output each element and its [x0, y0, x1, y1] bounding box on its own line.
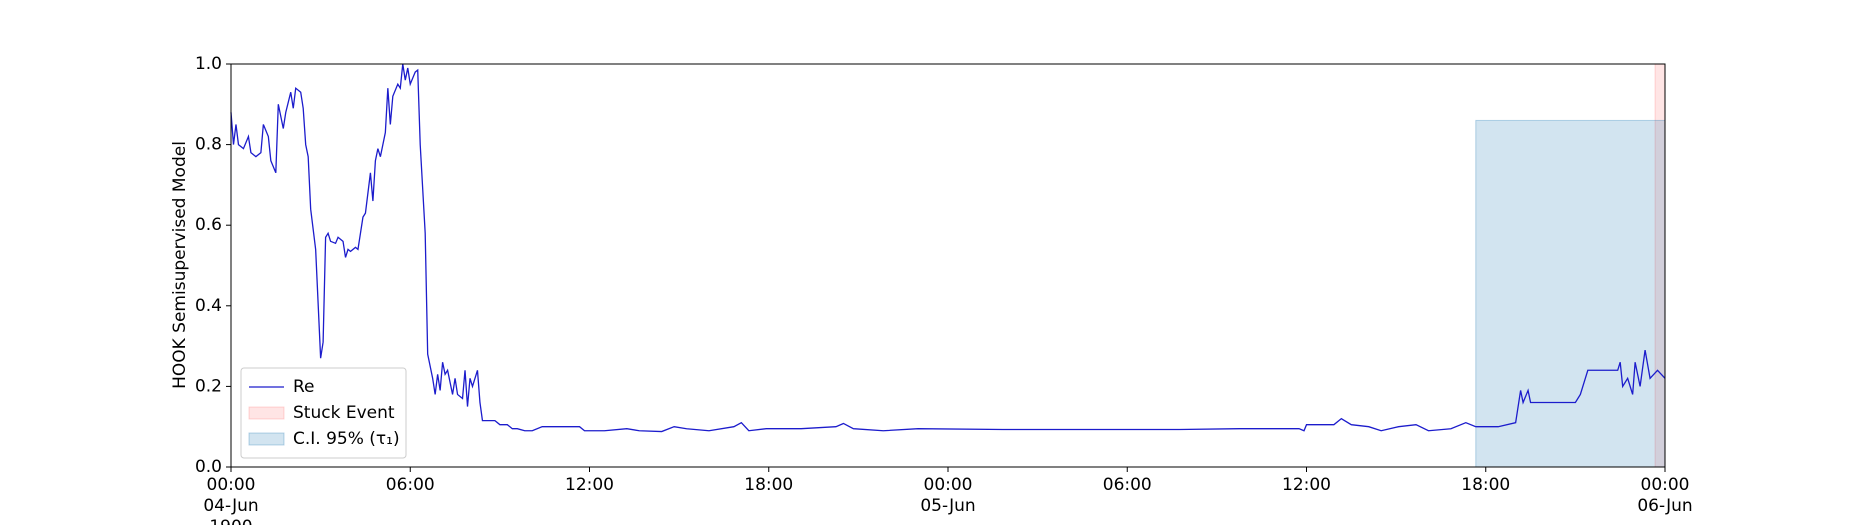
legend-label: Stuck Event — [293, 403, 395, 423]
x-tick-label: 05-Jun — [920, 496, 975, 516]
x-tick-label: 12:00 — [565, 475, 614, 495]
legend: Re Stuck Event C.I. 95% (τ₁) — [240, 367, 407, 459]
x-tick-label: 06:00 — [386, 475, 435, 495]
x-tick-label: 00:00 — [207, 475, 256, 495]
x-tick-label: 18:00 — [744, 475, 793, 495]
x-tick-label: 04-Jun — [203, 496, 258, 516]
y-tick-label: 0.2 — [195, 376, 222, 396]
y-tick-label: 0.4 — [195, 296, 222, 316]
plot-frame — [230, 63, 1666, 468]
legend-box — [240, 367, 407, 459]
y-tick-label: 0.6 — [195, 215, 222, 235]
y-axis-label: HOOK Semisupervised Model — [170, 141, 190, 389]
x-tick-label: 06:00 — [1103, 475, 1152, 495]
x-tick-label: 06-Jun — [1637, 496, 1692, 516]
shaded-span — [1475, 119, 1666, 468]
x-tick-label: 1900 — [209, 517, 252, 525]
legend-swatch — [248, 406, 285, 420]
legend-swatch — [248, 432, 285, 446]
legend-label: C.I. 95% (τ₁) — [293, 429, 400, 449]
legend-label: Re — [293, 377, 315, 397]
x-tick-label: 00:00 — [1641, 475, 1690, 495]
y-tick-label: 0.8 — [195, 135, 222, 155]
x-tick-label: 12:00 — [1282, 475, 1331, 495]
y-tick-label: 1.0 — [195, 54, 222, 74]
data-line — [230, 63, 1666, 433]
y-tick-label: 0.0 — [195, 457, 222, 477]
x-tick-label: 18:00 — [1461, 475, 1510, 495]
x-tick-label: 00:00 — [924, 475, 973, 495]
